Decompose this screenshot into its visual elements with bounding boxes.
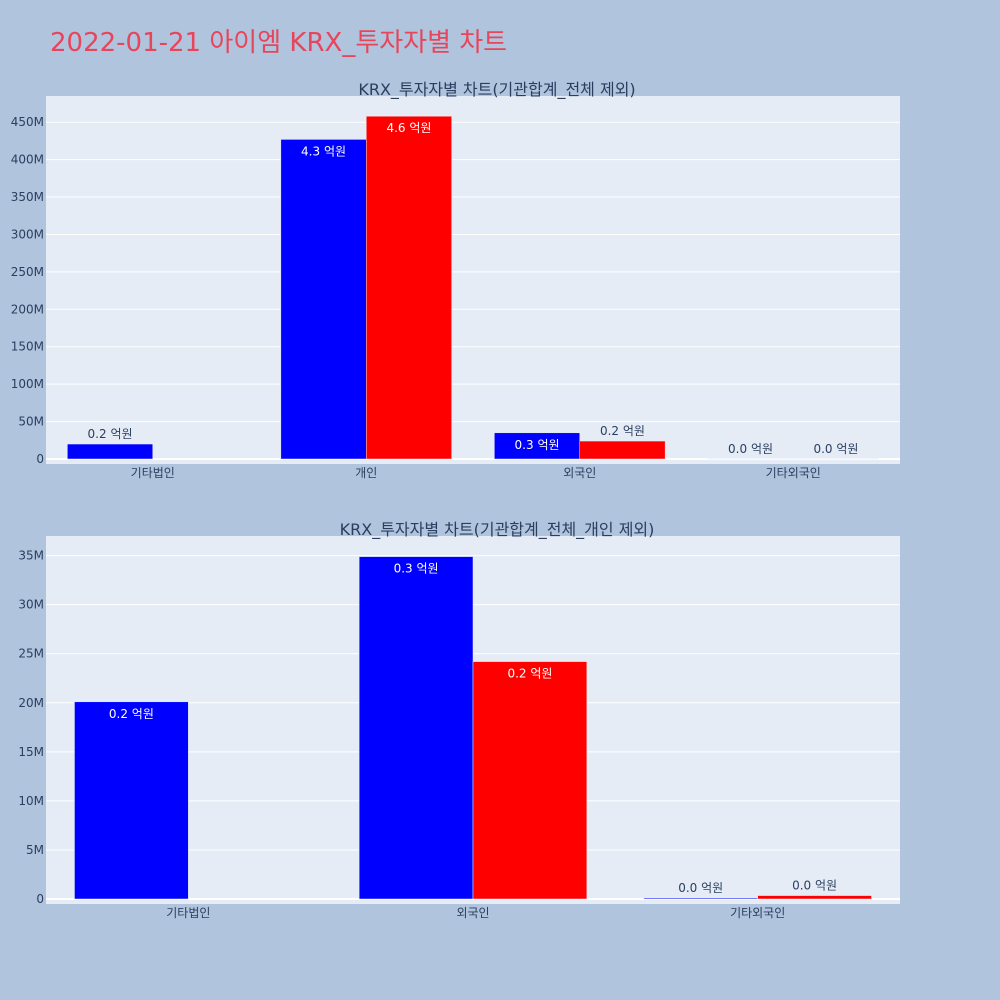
y-tick-label: 400M	[11, 153, 44, 167]
chart-title: KRX_투자자별 차트(기관합계_전체_개인 제외)	[340, 520, 655, 540]
data-label: 0.2 억원	[600, 424, 645, 438]
y-tick-label: 10M	[18, 794, 44, 808]
x-tick-label: 외국인	[456, 906, 489, 920]
data-label: 0.3 억원	[394, 562, 439, 576]
bar	[358, 556, 474, 900]
investor-chart-top: 0 50M 100M 150M 200M 250M 300M 350M 400M 450M KRX_…	[11, 80, 900, 480]
y-tick-label: 0	[36, 452, 44, 466]
y-tick-label: 25M	[18, 647, 44, 661]
y-tick-label: 30M	[18, 598, 44, 612]
page-title: 2022-01-21 아이엠 KRX_투자자별 차트	[50, 28, 508, 58]
y-tick-label: 200M	[11, 302, 44, 316]
x-tick-label: 기타외국인	[766, 466, 821, 480]
bar	[67, 443, 153, 460]
investor-chart-bottom: 0 5M 10M 15M 20M 25M 30M 35M KRX_투자자별 차트(기관합계_전체…	[18, 520, 900, 920]
x-tick-label: 기타법인	[166, 906, 210, 920]
bar	[643, 897, 758, 900]
y-tick-label: 5M	[26, 843, 44, 857]
data-label: 0.2 억원	[507, 667, 552, 681]
x-tick-label: 개인	[355, 466, 377, 480]
data-label: 0.0 억원	[792, 879, 837, 893]
bar	[366, 115, 452, 460]
bar	[280, 139, 367, 460]
plot-area	[46, 96, 900, 464]
y-tick-label: 50M	[18, 415, 44, 429]
y-tick-label: 15M	[18, 745, 44, 759]
data-label: 4.6 억원	[386, 121, 431, 135]
y-tick-label: 450M	[11, 115, 44, 129]
bar	[579, 440, 666, 460]
y-tick-label: 100M	[11, 377, 44, 391]
data-label: 0.2 억원	[109, 707, 154, 721]
bar	[494, 432, 581, 460]
data-label: 0.0 억원	[678, 881, 723, 895]
data-label: 4.3 억원	[301, 144, 346, 158]
bar	[757, 895, 872, 900]
data-label: 0.0 억원	[813, 442, 858, 456]
x-tick-label: 기타외국인	[730, 906, 785, 920]
x-tick-label: 외국인	[563, 466, 596, 480]
y-tick-label: 35M	[18, 549, 44, 563]
data-label: 0.2 억원	[88, 427, 133, 441]
bar	[472, 661, 588, 900]
y-tick-label: 150M	[11, 340, 44, 354]
y-tick-label: 20M	[18, 696, 44, 710]
data-label: 0.3 억원	[515, 438, 560, 452]
y-tick-label: 350M	[11, 190, 44, 204]
y-tick-label: 300M	[11, 227, 44, 241]
chart-title: KRX_투자자별 차트(기관합계_전체 제외)	[358, 80, 635, 100]
bar	[74, 701, 189, 900]
y-tick-label: 0	[36, 892, 44, 906]
y-tick-label: 250M	[11, 265, 44, 279]
data-label: 0.0 억원	[728, 442, 773, 456]
x-tick-label: 기타법인	[131, 466, 175, 480]
